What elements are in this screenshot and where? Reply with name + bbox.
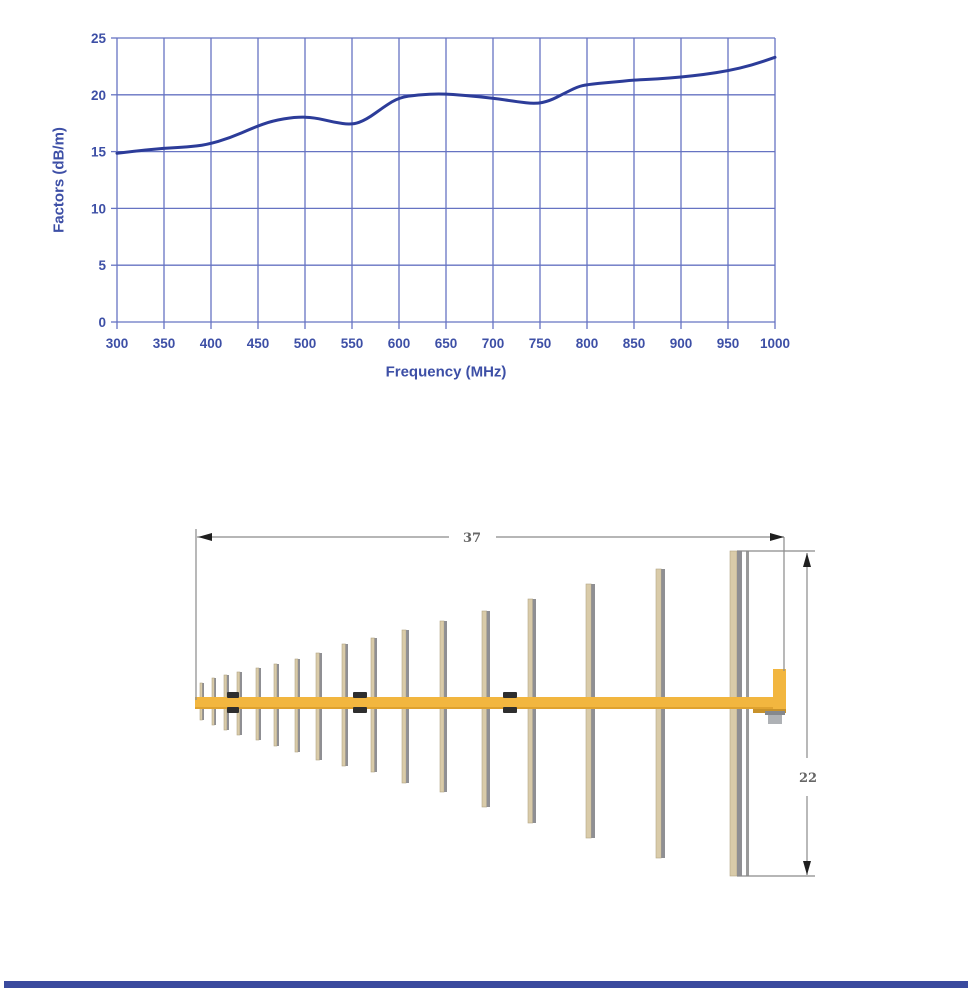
x-tick-label: 1000 [760, 336, 790, 351]
x-tick-label: 300 [106, 336, 129, 351]
antenna-element-shade [661, 569, 665, 858]
y-tick-label: 10 [91, 201, 106, 216]
antenna-element-shade [736, 551, 742, 876]
y-tick-label: 25 [91, 31, 107, 46]
antenna-element-face [729, 550, 738, 877]
boom-bottom-edge [195, 707, 785, 709]
connector-flange [765, 711, 785, 715]
antenna-element-face [585, 583, 592, 839]
y-tick-label: 0 [98, 315, 106, 330]
boom-clamp-top [353, 692, 367, 698]
x-tick-label: 650 [435, 336, 458, 351]
connector-body [768, 715, 782, 724]
y-tick-label: 5 [98, 258, 106, 273]
y-axis-title: Factors (dB/m) [50, 127, 68, 233]
x-tick-label: 500 [294, 336, 317, 351]
antenna-factor-curve [115, 55, 777, 155]
x-tick-label: 900 [670, 336, 693, 351]
antenna-element-shade [591, 584, 595, 838]
length-arrow-right [770, 533, 784, 541]
boom-clamp-top [503, 692, 517, 698]
boom-clamp-bottom [353, 707, 367, 713]
antenna-element-face [655, 568, 662, 859]
length-arrow-left [198, 533, 212, 541]
boom-clamp-bottom [227, 707, 239, 713]
length-dim-label: 37 [463, 531, 481, 546]
x-tick-label: 550 [341, 336, 364, 351]
antenna-element-face [527, 598, 533, 824]
antenna-dimension-diagram: 37 22 [195, 529, 817, 877]
feed-bracket [773, 669, 786, 709]
height-arrow-bottom [803, 861, 811, 875]
boom [195, 697, 785, 709]
boom-clamp-top [227, 692, 239, 698]
antenna-factor-chart: 300 350 400 450 500 550 600 650 700 750 800 850 900 9… [91, 31, 790, 351]
x-tick-label: 850 [623, 336, 646, 351]
x-tick-label: 750 [529, 336, 552, 351]
x-tick-label: 950 [717, 336, 740, 351]
x-tick-label: 350 [153, 336, 176, 351]
antenna-element-shade [532, 599, 536, 823]
height-arrow-top [803, 553, 811, 567]
x-tick-label: 800 [576, 336, 599, 351]
footer-divider-bar [4, 981, 968, 988]
x-tick-label: 400 [200, 336, 223, 351]
x-tick-label: 700 [482, 336, 505, 351]
height-dim-label: 22 [799, 771, 817, 786]
y-tick-label: 20 [91, 88, 106, 103]
x-tick-label: 450 [247, 336, 270, 351]
boom-clamp-bottom [503, 707, 517, 713]
x-axis-title: Frequency (MHz) [385, 363, 507, 381]
element-back-edge [746, 551, 749, 876]
x-tick-label: 600 [388, 336, 411, 351]
y-tick-label: 15 [91, 145, 107, 160]
